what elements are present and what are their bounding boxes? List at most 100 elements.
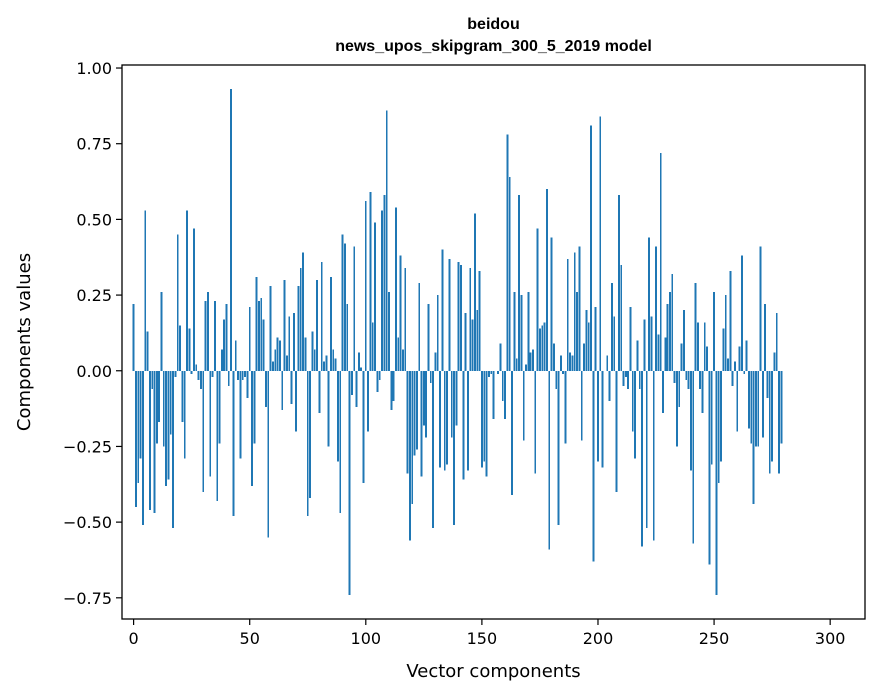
bar-188 <box>569 352 572 371</box>
bar-83 <box>325 355 328 371</box>
y-tick-label-4: 0.00 <box>76 362 112 381</box>
bar-274 <box>768 370 771 474</box>
bar-117 <box>404 267 407 371</box>
bar-42 <box>230 89 233 371</box>
bar-163 <box>511 370 514 495</box>
bar-257 <box>729 270 732 371</box>
bar-213 <box>627 370 630 389</box>
bar-238 <box>685 370 688 380</box>
bar-72 <box>299 267 302 371</box>
bar-264 <box>745 340 748 371</box>
chart-subtitle: news_upos_skipgram_300_5_2019 model <box>335 38 652 55</box>
bar-1 <box>135 370 137 507</box>
bar-105 <box>376 370 379 392</box>
bar-74 <box>304 337 307 371</box>
bar-95 <box>353 246 356 371</box>
bar-24 <box>188 328 191 371</box>
bar-101 <box>367 370 370 432</box>
bar-209 <box>617 195 620 371</box>
bar-99 <box>362 370 365 483</box>
bar-180 <box>550 237 553 371</box>
bar-252 <box>717 370 720 483</box>
bar-220 <box>643 319 646 371</box>
bar-116 <box>402 349 404 371</box>
bar-79 <box>316 279 318 371</box>
bar-247 <box>706 346 709 371</box>
bar-71 <box>297 285 300 371</box>
bar-228 <box>662 370 664 414</box>
bar-61 <box>274 349 277 371</box>
bar-202 <box>601 370 604 468</box>
bar-272 <box>764 304 767 371</box>
bar-78 <box>313 349 316 371</box>
bar-142 <box>462 370 465 480</box>
bar-68 <box>290 370 293 405</box>
bar-64 <box>281 370 284 411</box>
bar-14 <box>165 370 168 486</box>
bar-128 <box>429 370 432 383</box>
bar-46 <box>239 370 242 459</box>
bar-25 <box>190 370 193 374</box>
bar-96 <box>355 370 358 408</box>
y-tick-label-2: 0.50 <box>76 210 112 229</box>
bar-60 <box>271 361 274 371</box>
bar-69 <box>292 313 295 371</box>
x-tick-label-250: 250 <box>699 629 730 648</box>
bar-115 <box>399 255 402 371</box>
bar-55 <box>260 298 263 371</box>
bar-43 <box>232 370 235 517</box>
bar-277 <box>775 313 778 371</box>
bar-139 <box>455 370 458 426</box>
bar-271 <box>761 370 764 438</box>
bar-138 <box>453 370 455 526</box>
bar-226 <box>657 334 660 371</box>
bar-207 <box>613 316 616 371</box>
bar-184 <box>559 355 562 371</box>
bar-193 <box>580 370 583 441</box>
bar-169 <box>525 364 527 371</box>
bar-268 <box>754 370 757 447</box>
bar-166 <box>518 195 520 371</box>
bar-123 <box>418 282 421 371</box>
bar-58 <box>267 370 270 538</box>
bar-266 <box>750 370 753 444</box>
bar-249 <box>710 370 713 465</box>
plot-frame <box>121 64 866 620</box>
bar-267 <box>752 370 755 504</box>
bar-73 <box>302 252 305 371</box>
bar-194 <box>583 343 585 371</box>
bar-59 <box>269 285 272 371</box>
bar-121 <box>413 370 416 456</box>
bar-242 <box>694 282 697 371</box>
bar-82 <box>323 361 325 371</box>
bar-191 <box>576 292 579 371</box>
bar-273 <box>766 370 769 399</box>
bar-44 <box>234 340 237 371</box>
bar-181 <box>552 343 555 371</box>
bar-204 <box>606 355 609 371</box>
bar-278 <box>778 370 781 474</box>
bar-229 <box>664 337 667 371</box>
bar-199 <box>594 307 597 371</box>
bar-234 <box>676 370 678 447</box>
bar-168 <box>522 370 525 441</box>
bar-127 <box>427 304 430 371</box>
bar-108 <box>383 195 386 371</box>
bar-177 <box>543 322 546 371</box>
bar-223 <box>650 316 653 371</box>
bar-70 <box>295 370 298 432</box>
bar-248 <box>708 370 711 565</box>
bar-20 <box>179 325 181 371</box>
bar-16 <box>169 370 172 435</box>
bar-218 <box>638 370 641 389</box>
bar-29 <box>200 370 202 389</box>
bar-192 <box>578 246 581 371</box>
x-tick-label-50: 50 <box>240 629 260 648</box>
bar-158 <box>499 343 502 371</box>
y-tick-label-7: −0.75 <box>63 589 112 608</box>
bar-49 <box>246 370 249 399</box>
bar-51 <box>251 370 253 486</box>
bar-232 <box>671 273 674 371</box>
bar-214 <box>629 307 632 371</box>
bar-110 <box>388 292 390 371</box>
